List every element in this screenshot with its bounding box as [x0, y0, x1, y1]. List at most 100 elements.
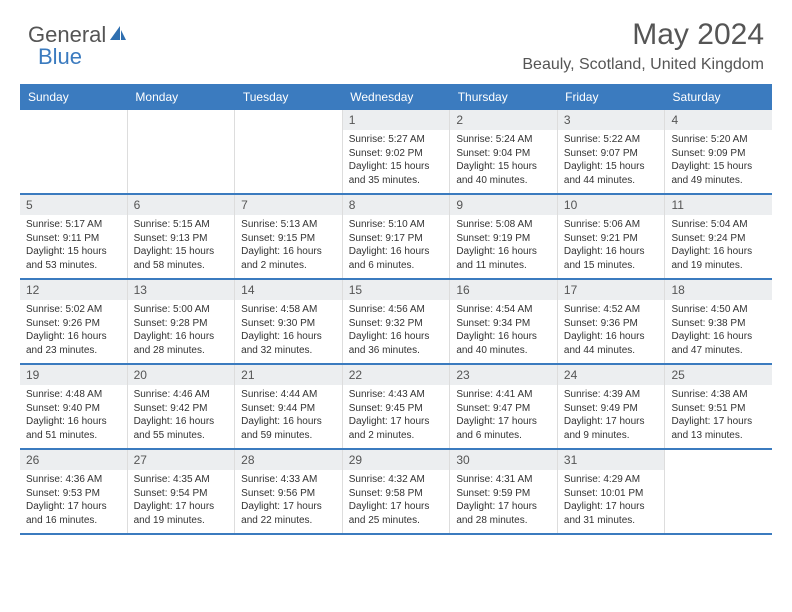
- daylight-text: Daylight: 16 hours and 2 minutes.: [241, 245, 336, 272]
- day-number: 14: [235, 280, 342, 300]
- day-cell: 24Sunrise: 4:39 AMSunset: 9:49 PMDayligh…: [558, 365, 666, 448]
- sunrise-text: Sunrise: 4:58 AM: [241, 303, 336, 317]
- sunrise-text: Sunrise: 4:41 AM: [456, 388, 551, 402]
- day-number: 16: [450, 280, 557, 300]
- sunrise-text: Sunrise: 5:20 AM: [671, 133, 766, 147]
- daylight-text: Daylight: 15 hours and 58 minutes.: [134, 245, 229, 272]
- day-number: 13: [128, 280, 235, 300]
- day-cell: 30 Sunrise: 4:31 AMSunset: 9:59 PMDayligh…: [450, 450, 558, 533]
- sunset-text: Sunset: 9:47 PM: [456, 402, 551, 416]
- sunrise-text: Sunrise: 5:27 AM: [349, 133, 444, 147]
- day-cell: 0: [235, 110, 343, 193]
- day-number: 28: [235, 450, 342, 470]
- sunrise-text: Sunrise: 4:31 AM: [456, 473, 551, 487]
- sunset-text: Sunset: 9:21 PM: [564, 232, 659, 246]
- day-cell: 13Sunrise: 5:00 AMSunset: 9:28 PMDayligh…: [128, 280, 236, 363]
- daylight-text: Daylight: 17 hours and 22 minutes.: [241, 500, 336, 527]
- day-details: Sunrise: 5:06 AMSunset: 9:21 PMDaylight:…: [558, 215, 665, 278]
- sunrise-text: Sunrise: 5:08 AM: [456, 218, 551, 232]
- week-row: 19Sunrise: 4:48 AMSunset: 9:40 PMDayligh…: [20, 365, 772, 450]
- daylight-text: Daylight: 17 hours and 6 minutes.: [456, 415, 551, 442]
- sunrise-text: Sunrise: 4:46 AM: [134, 388, 229, 402]
- sunset-text: Sunset: 9:11 PM: [26, 232, 121, 246]
- sunrise-text: Sunrise: 5:24 AM: [456, 133, 551, 147]
- day-cell: 3Sunrise: 5:22 AMSunset: 9:07 PMDaylight…: [558, 110, 666, 193]
- day-number: 22: [343, 365, 450, 385]
- day-details: Sunrise: 5:02 AMSunset: 9:26 PMDaylight:…: [20, 300, 127, 363]
- day-cell: 18Sunrise: 4:50 AMSunset: 9:38 PMDayligh…: [665, 280, 772, 363]
- sunrise-text: Sunrise: 4:38 AM: [671, 388, 766, 402]
- daylight-text: Daylight: 15 hours and 53 minutes.: [26, 245, 121, 272]
- day-number: 19: [20, 365, 127, 385]
- daylight-text: Daylight: 16 hours and 36 minutes.: [349, 330, 444, 357]
- daylight-text: Daylight: 17 hours and 16 minutes.: [26, 500, 121, 527]
- day-details: Sunrise: 5:24 AMSunset: 9:04 PMDaylight:…: [450, 130, 557, 193]
- day-number: 1: [343, 110, 450, 130]
- day-cell: 12Sunrise: 5:02 AMSunset: 9:26 PMDayligh…: [20, 280, 128, 363]
- sunrise-text: Sunrise: 4:54 AM: [456, 303, 551, 317]
- daylight-text: Daylight: 16 hours and 32 minutes.: [241, 330, 336, 357]
- weekday-header: Friday: [557, 84, 664, 110]
- sunset-text: Sunset: 9:09 PM: [671, 147, 766, 161]
- day-details: Sunrise: 5:27 AMSunset: 9:02 PMDaylight:…: [343, 130, 450, 193]
- day-details: Sunrise: 4:32 AMSunset: 9:58 PMDaylight:…: [343, 470, 450, 533]
- daylight-text: Daylight: 17 hours and 13 minutes.: [671, 415, 766, 442]
- brand-part2: Blue: [38, 44, 82, 70]
- day-details: Sunrise: 4:38 AMSunset: 9:51 PMDaylight:…: [665, 385, 772, 448]
- week-row: 5Sunrise: 5:17 AMSunset: 9:11 PMDaylight…: [20, 195, 772, 280]
- day-cell: 23Sunrise: 4:41 AMSunset: 9:47 PMDayligh…: [450, 365, 558, 448]
- day-number: 9: [450, 195, 557, 215]
- sunrise-text: Sunrise: 5:04 AM: [671, 218, 766, 232]
- sunset-text: Sunset: 9:56 PM: [241, 487, 336, 501]
- sunrise-text: Sunrise: 4:36 AM: [26, 473, 121, 487]
- sunrise-text: Sunrise: 4:33 AM: [241, 473, 336, 487]
- daylight-text: Daylight: 16 hours and 40 minutes.: [456, 330, 551, 357]
- day-details: Sunrise: 5:13 AMSunset: 9:15 PMDaylight:…: [235, 215, 342, 278]
- daylight-text: Daylight: 17 hours and 2 minutes.: [349, 415, 444, 442]
- daylight-text: Daylight: 16 hours and 23 minutes.: [26, 330, 121, 357]
- daylight-text: Daylight: 16 hours and 6 minutes.: [349, 245, 444, 272]
- sunset-text: Sunset: 9:30 PM: [241, 317, 336, 331]
- week-row: 26Sunrise: 4:36 AMSunset: 9:53 PMDayligh…: [20, 450, 772, 535]
- week-row: 12Sunrise: 5:02 AMSunset: 9:26 PMDayligh…: [20, 280, 772, 365]
- day-number: 30: [450, 450, 557, 470]
- daylight-text: Daylight: 16 hours and 44 minutes.: [564, 330, 659, 357]
- daylight-text: Daylight: 15 hours and 40 minutes.: [456, 160, 551, 187]
- daylight-text: Daylight: 16 hours and 11 minutes.: [456, 245, 551, 272]
- brand-sail-icon: [106, 22, 128, 48]
- sunset-text: Sunset: 9:54 PM: [134, 487, 229, 501]
- day-details: Sunrise: 5:08 AMSunset: 9:19 PMDaylight:…: [450, 215, 557, 278]
- day-cell: 8Sunrise: 5:10 AMSunset: 9:17 PMDaylight…: [343, 195, 451, 278]
- sunset-text: Sunset: 9:59 PM: [456, 487, 551, 501]
- day-number: 26: [20, 450, 127, 470]
- daylight-text: Daylight: 15 hours and 49 minutes.: [671, 160, 766, 187]
- day-cell: 15Sunrise: 4:56 AMSunset: 9:32 PMDayligh…: [343, 280, 451, 363]
- sunset-text: Sunset: 9:38 PM: [671, 317, 766, 331]
- sunrise-text: Sunrise: 4:35 AM: [134, 473, 229, 487]
- sunrise-text: Sunrise: 5:06 AM: [564, 218, 659, 232]
- day-cell: 9Sunrise: 5:08 AMSunset: 9:19 PMDaylight…: [450, 195, 558, 278]
- weekday-header: Wednesday: [342, 84, 449, 110]
- sunrise-text: Sunrise: 5:02 AM: [26, 303, 121, 317]
- day-cell: 22Sunrise: 4:43 AMSunset: 9:45 PMDayligh…: [343, 365, 451, 448]
- sunset-text: Sunset: 9:07 PM: [564, 147, 659, 161]
- daylight-text: Daylight: 17 hours and 28 minutes.: [456, 500, 551, 527]
- day-cell: 27Sunrise: 4:35 AMSunset: 9:54 PMDayligh…: [128, 450, 236, 533]
- day-details: Sunrise: 4:35 AMSunset: 9:54 PMDaylight:…: [128, 470, 235, 533]
- sunrise-text: Sunrise: 4:56 AM: [349, 303, 444, 317]
- day-details: Sunrise: 4:48 AMSunset: 9:40 PMDaylight:…: [20, 385, 127, 448]
- sunrise-text: Sunrise: 5:17 AM: [26, 218, 121, 232]
- day-details: Sunrise: 4:39 AMSunset: 9:49 PMDaylight:…: [558, 385, 665, 448]
- day-details: Sunrise: 5:15 AMSunset: 9:13 PMDaylight:…: [128, 215, 235, 278]
- day-cell: 10Sunrise: 5:06 AMSunset: 9:21 PMDayligh…: [558, 195, 666, 278]
- weekday-header: Thursday: [450, 84, 557, 110]
- day-details: Sunrise: 4:44 AMSunset: 9:44 PMDaylight:…: [235, 385, 342, 448]
- sunrise-text: Sunrise: 5:15 AM: [134, 218, 229, 232]
- sunset-text: Sunset: 9:15 PM: [241, 232, 336, 246]
- daylight-text: Daylight: 16 hours and 59 minutes.: [241, 415, 336, 442]
- day-number: 3: [558, 110, 665, 130]
- weekday-header-row: SundayMondayTuesdayWednesdayThursdayFrid…: [20, 84, 772, 110]
- day-number: 6: [128, 195, 235, 215]
- day-number: 20: [128, 365, 235, 385]
- weekday-header: Saturday: [665, 84, 772, 110]
